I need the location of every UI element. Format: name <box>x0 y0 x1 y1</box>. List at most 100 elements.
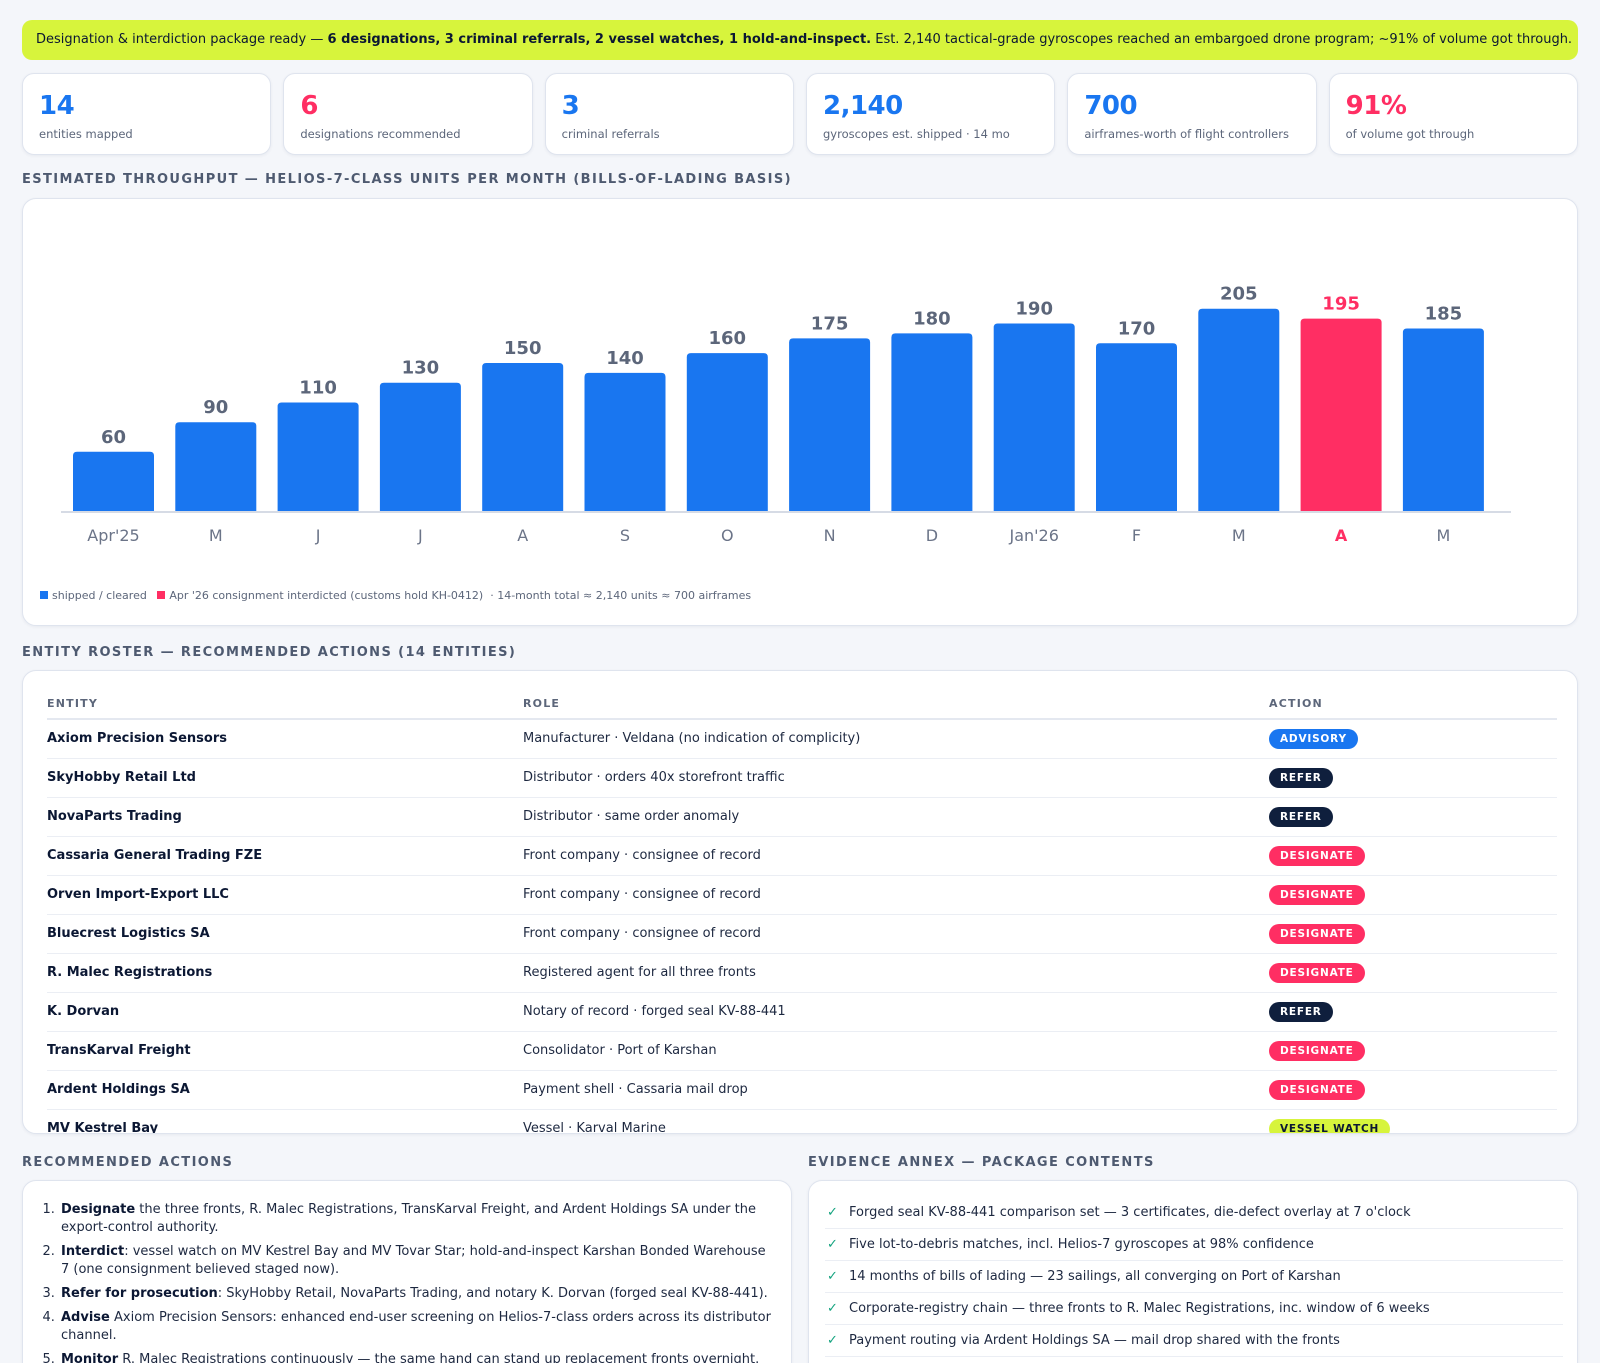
kpi-label: designations recommended <box>300 127 461 141</box>
recommended-actions-list: Designate the three fronts, R. Malec Reg… <box>59 1201 777 1363</box>
kpi-value: 3 <box>561 91 580 121</box>
action-cell: DESIGNATE <box>1269 1031 1557 1071</box>
list-item: ✓ Forged seal KV-88-441 comparison set — … <box>825 1197 1563 1229</box>
kpi-row: 14 entities mapped 6 designations recomm… <box>22 73 1578 155</box>
x-tick-label-4: A <box>517 526 528 545</box>
banner-summary: 6 designations, 3 criminal referrals, 2 … <box>327 32 872 47</box>
x-tick-label-12: A <box>1335 526 1348 545</box>
bar-7 <box>789 338 871 511</box>
table-row[interactable]: SkyHobby Retail Ltd Distributor · orders … <box>47 758 1557 798</box>
action-verb: Interdict <box>61 1244 125 1259</box>
x-tick-label-0: Apr'25 <box>87 526 139 545</box>
action-badge-refer[interactable]: REFER <box>1269 1001 1333 1022</box>
evidence-text: Corporate-registry chain — three fronts … <box>849 1301 1430 1316</box>
action-cell: DESIGNATE <box>1269 875 1557 915</box>
entity-role: Registered agent for all three fronts <box>523 953 1269 993</box>
column-header-action: ACTION <box>1269 689 1557 720</box>
data-label-0: 60 <box>101 427 126 448</box>
data-label-12: 195 <box>1322 294 1360 315</box>
x-tick-label-11: M <box>1232 526 1246 545</box>
recommended-actions-card: Designate the three fronts, R. Malec Reg… <box>22 1180 792 1363</box>
action-badge-advisory[interactable]: ADVISORY <box>1269 728 1358 749</box>
bar-3 <box>379 382 461 511</box>
data-label-6: 160 <box>709 328 747 349</box>
action-badge-vessel-watch[interactable]: VESSEL WATCH <box>1269 1118 1391 1133</box>
column-header-role: ROLE <box>523 689 1269 720</box>
data-label-8: 180 <box>913 308 951 329</box>
entity-name: K. Dorvan <box>47 992 523 1032</box>
kpi-designations: 6 designations recommended <box>283 73 533 155</box>
table-row[interactable]: Bluecrest Logistics SA Front company · co… <box>47 914 1557 954</box>
table-row[interactable]: MV Kestrel Bay Vessel · Karval Marine VESS… <box>47 1109 1557 1133</box>
action-verb: Designate <box>61 1202 136 1217</box>
action-cell: REFER <box>1269 992 1557 1032</box>
entity-role: Front company · consignee of record <box>523 836 1269 876</box>
action-badge-refer[interactable]: REFER <box>1269 806 1333 827</box>
x-tick-label-13: M <box>1436 526 1450 545</box>
legend-shipped: shipped / cleared <box>52 589 147 602</box>
kpi-criminal-referrals: 3 criminal referrals <box>544 73 794 155</box>
table-row[interactable]: Axiom Precision Sensors Manufacturer · Ve… <box>47 719 1557 759</box>
table-row[interactable]: R. Malec Registrations Registered agent f… <box>47 953 1557 993</box>
table-row[interactable]: Ardent Holdings SA Payment shell · Cassar… <box>47 1070 1557 1110</box>
list-item: ✓ Five lot-to-debris matches, incl. Helio… <box>825 1229 1563 1261</box>
action-text: : vessel watch on MV Kestrel Bay and MV … <box>61 1244 766 1277</box>
kpi-gyroscopes-shipped: 2,140 gyroscopes est. shipped · 14 mo <box>805 73 1056 155</box>
chart-legend: shipped / cleared Apr '26 consignment in… <box>40 589 751 602</box>
evidence-text: 14 months of bills of lading — 23 sailin… <box>849 1269 1341 1284</box>
entity-roster-table: ENTITY ROLE ACTION Axiom Precision Senso… <box>47 689 1557 1133</box>
table-row[interactable]: NovaParts Trading Distributor · same orde… <box>47 797 1557 837</box>
action-text: Axiom Precision Sensors: enhanced end-us… <box>61 1310 771 1343</box>
list-item: Designate the three fronts, R. Malec Reg… <box>59 1201 777 1237</box>
list-item: Monitor R. Malec Registrations continuou… <box>59 1351 777 1363</box>
action-badge-designate[interactable]: DESIGNATE <box>1269 962 1365 983</box>
kpi-label: gyroscopes est. shipped · 14 mo <box>822 127 1010 141</box>
check-icon: ✓ <box>827 1237 838 1252</box>
table-row[interactable]: TransKarval Freight Consolidator · Port o… <box>47 1031 1557 1071</box>
table-row[interactable]: Orven Import-Export LLC Front company · c… <box>47 875 1557 915</box>
entity-role: Payment shell · Cassaria mail drop <box>523 1070 1269 1110</box>
bar-5 <box>584 372 666 511</box>
kpi-value: 2,140 <box>822 91 903 121</box>
action-verb: Advise <box>61 1310 110 1325</box>
evidence-text: Forged seal KV-88-441 comparison set — 3… <box>849 1205 1411 1220</box>
kpi-label: of volume got through <box>1345 127 1475 141</box>
action-badge-designate[interactable]: DESIGNATE <box>1269 1079 1365 1100</box>
action-badge-designate[interactable]: DESIGNATE <box>1269 923 1365 944</box>
data-label-5: 140 <box>606 348 644 369</box>
x-tick-label-1: M <box>209 526 223 545</box>
x-tick-label-7: N <box>824 526 836 545</box>
entity-name: NovaParts Trading <box>47 797 523 837</box>
list-item: ✓ Corporate-registry chain — three fronts… <box>825 1293 1563 1325</box>
chart-section-title: ESTIMATED THROUGHPUT — HELIOS-7-CLASS UN… <box>22 172 792 187</box>
bar-6 <box>686 353 768 511</box>
entity-name: Axiom Precision Sensors <box>47 719 523 759</box>
data-label-11: 205 <box>1220 284 1258 305</box>
legend-swatch-interdicted <box>157 591 166 599</box>
action-cell: REFER <box>1269 797 1557 837</box>
entity-role: Distributor · orders 40x storefront traf… <box>523 758 1269 798</box>
data-label-1: 90 <box>203 397 228 418</box>
data-label-4: 150 <box>504 338 542 359</box>
legend-interdicted: Apr '26 consignment interdicted (customs… <box>169 589 484 602</box>
table-row[interactable]: K. Dorvan Notary of record · forged seal … <box>47 992 1557 1032</box>
action-cell: DESIGNATE <box>1269 836 1557 876</box>
kpi-airframes: 700 airframes-worth of flight controller… <box>1067 73 1317 155</box>
action-badge-designate[interactable]: DESIGNATE <box>1269 884 1365 905</box>
x-tick-label-5: S <box>620 526 630 545</box>
entity-name: Orven Import-Export LLC <box>47 875 523 915</box>
status-banner: Designation & interdiction package ready… <box>22 20 1578 60</box>
x-tick-label-8: D <box>926 526 938 545</box>
x-tick-label-6: O <box>721 526 734 545</box>
table-row[interactable]: Cassaria General Trading FZE Front compan… <box>47 836 1557 876</box>
action-cell: DESIGNATE <box>1269 1070 1557 1110</box>
table-header-row: ENTITY ROLE ACTION <box>47 689 1557 720</box>
action-badge-designate[interactable]: DESIGNATE <box>1269 1040 1365 1061</box>
data-label-3: 130 <box>402 358 440 379</box>
action-cell: VESSEL WATCH <box>1269 1109 1557 1133</box>
action-badge-designate[interactable]: DESIGNATE <box>1269 845 1365 866</box>
throughput-chart: 60 Apr'25 90 M 110 J 130 J 150 A 140 S 160 O 175 N 180 D 1… <box>61 284 1511 545</box>
data-label-7: 175 <box>811 313 849 334</box>
action-badge-refer[interactable]: REFER <box>1269 767 1333 788</box>
banner-lead: Designation & interdiction package ready… <box>36 32 328 47</box>
